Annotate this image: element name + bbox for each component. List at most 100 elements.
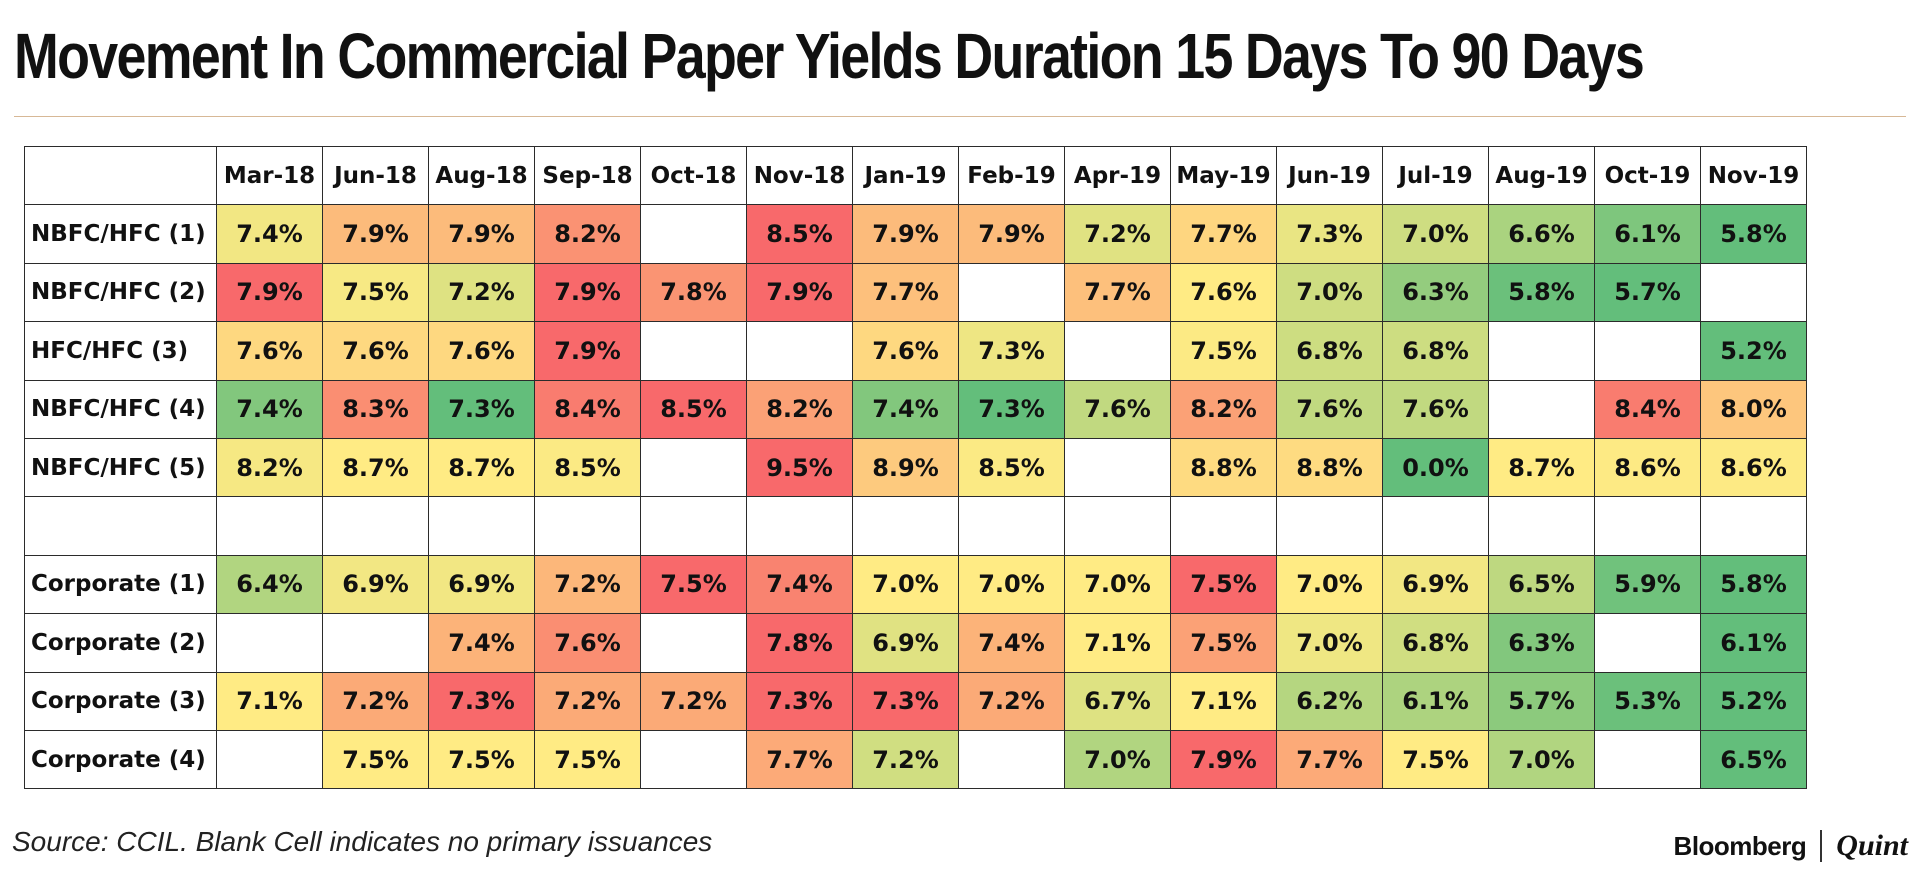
yield-cell: 7.6%: [216, 321, 323, 381]
yield-cell: 7.2%: [852, 729, 959, 790]
empty-cell: [640, 204, 747, 264]
empty-cell: [428, 496, 535, 556]
yield-cell: 7.5%: [322, 262, 429, 323]
empty-cell: [1700, 262, 1807, 323]
heatmap-body: NBFC/HFC (1) 7.4% 7.9% 7.9% 8.2% 8.5% 7.9% 7.9%…: [24, 204, 1807, 790]
yield-cell: 6.1%: [1382, 671, 1489, 731]
yield-cell: 5.7%: [1594, 262, 1701, 323]
brand-logo: Bloomberg Quint: [1674, 826, 1908, 866]
yield-cell: 8.7%: [322, 437, 429, 498]
yield-cell: 7.9%: [322, 204, 429, 264]
yield-cell: 7.7%: [852, 262, 959, 323]
yield-cell: 7.2%: [322, 671, 429, 731]
yield-cell: 7.6%: [852, 321, 959, 381]
yield-cell: 8.7%: [1488, 437, 1595, 498]
yield-cell: 7.7%: [1064, 262, 1171, 323]
empty-cell: [746, 321, 853, 381]
heatmap-row: Corporate (2) 7.4% 7.6% 7.8% 6.9% 7.4% 7.1% 7.5…: [24, 613, 1807, 673]
header-row: Mar-18 Jun-18 Aug-18 Sep-18 Oct-18 Nov-18 Jan-…: [24, 145, 1807, 206]
yield-cell: 7.4%: [852, 379, 959, 439]
yield-cell: 6.5%: [1700, 729, 1807, 790]
row-label: NBFC/HFC (1): [24, 204, 217, 264]
empty-cell: [958, 262, 1065, 323]
empty-cell: [640, 496, 747, 556]
empty-cell: [640, 321, 747, 381]
yield-cell: 7.2%: [1064, 204, 1171, 264]
column-header: Nov-18: [746, 145, 853, 206]
heatmap-row: Corporate (4) 7.5% 7.5% 7.5% 7.7% 7.2% 7.0% 7.9…: [24, 729, 1807, 790]
yield-cell: 7.3%: [958, 321, 1065, 381]
yield-cell: 7.9%: [534, 262, 641, 323]
yield-cell: 7.9%: [852, 204, 959, 264]
yield-cell: 6.7%: [1064, 671, 1171, 731]
row-label: HFC/HFC (3): [24, 321, 217, 381]
yield-cell: 7.3%: [428, 379, 535, 439]
empty-cell: [322, 496, 429, 556]
yield-cell: 8.6%: [1594, 437, 1701, 498]
yield-heatmap-table: Mar-18 Jun-18 Aug-18 Sep-18 Oct-18 Nov-18 Jan-…: [24, 145, 1807, 790]
title-divider: [14, 116, 1906, 117]
source-note: Source: CCIL. Blank Cell indicates no pr…: [12, 826, 713, 857]
yield-cell: 8.5%: [746, 204, 853, 264]
yield-cell: 6.3%: [1382, 262, 1489, 323]
column-header: Sep-18: [534, 145, 641, 206]
yield-cell: 7.6%: [534, 613, 641, 673]
column-header: Oct-19: [1594, 145, 1701, 206]
yield-cell: 8.4%: [534, 379, 641, 439]
yield-cell: 5.9%: [1594, 554, 1701, 615]
yield-cell: 7.1%: [1170, 671, 1277, 731]
heatmap-row: NBFC/HFC (1) 7.4% 7.9% 7.9% 8.2% 8.5% 7.9% 7.9%…: [24, 204, 1807, 264]
empty-cell: [1594, 729, 1701, 790]
yield-cell: 7.7%: [1170, 204, 1277, 264]
yield-cell: 7.7%: [1276, 729, 1383, 790]
empty-cell: [322, 613, 429, 673]
heatmap-row: Corporate (3) 7.1% 7.2% 7.3% 7.2% 7.2% 7.3% 7.3…: [24, 671, 1807, 731]
yield-cell: 7.0%: [1276, 613, 1383, 673]
yield-cell: 7.4%: [428, 613, 535, 673]
empty-cell: [640, 437, 747, 498]
yield-cell: 8.4%: [1594, 379, 1701, 439]
yield-cell: 7.0%: [1064, 554, 1171, 615]
yield-cell: 5.8%: [1700, 204, 1807, 264]
yield-cell: 7.9%: [216, 262, 323, 323]
empty-cell: [1488, 496, 1595, 556]
empty-cell: [1594, 613, 1701, 673]
column-header: Feb-19: [958, 145, 1065, 206]
yield-cell: 7.5%: [534, 729, 641, 790]
yield-cell: 7.5%: [1170, 613, 1277, 673]
yield-cell: 7.3%: [958, 379, 1065, 439]
yield-cell: 8.7%: [428, 437, 535, 498]
yield-cell: 0.0%: [1382, 437, 1489, 498]
yield-cell: 7.3%: [746, 671, 853, 731]
yield-cell: 8.3%: [322, 379, 429, 439]
yield-cell: 7.1%: [216, 671, 323, 731]
heatmap-row: NBFC/HFC (5) 8.2% 8.7% 8.7% 8.5% 9.5% 8.9% 8.5%…: [24, 437, 1807, 498]
row-label: NBFC/HFC (4): [24, 379, 217, 439]
yield-cell: 6.8%: [1382, 613, 1489, 673]
yield-cell: 8.9%: [852, 437, 959, 498]
yield-cell: 5.7%: [1488, 671, 1595, 731]
yield-cell: 7.4%: [216, 204, 323, 264]
column-header: Jan-19: [852, 145, 959, 206]
yield-cell: 7.0%: [1382, 204, 1489, 264]
yield-cell: 7.0%: [958, 554, 1065, 615]
row-label: NBFC/HFC (2): [24, 262, 217, 323]
yield-cell: 5.2%: [1700, 671, 1807, 731]
yield-cell: 8.2%: [746, 379, 853, 439]
yield-cell: 7.0%: [1276, 554, 1383, 615]
column-header: Mar-18: [216, 145, 323, 206]
yield-cell: 7.2%: [640, 671, 747, 731]
yield-cell: 7.9%: [1170, 729, 1277, 790]
row-label: Corporate (3): [24, 671, 217, 731]
yield-cell: 7.6%: [1170, 262, 1277, 323]
empty-cell: [1276, 496, 1383, 556]
column-header: Aug-18: [428, 145, 535, 206]
empty-cell: [1382, 496, 1489, 556]
yield-cell: 8.8%: [1276, 437, 1383, 498]
brand-separator: [1820, 830, 1823, 862]
yield-cell: 6.8%: [1382, 321, 1489, 381]
yield-cell: 7.2%: [534, 554, 641, 615]
yield-cell: 7.7%: [746, 729, 853, 790]
yield-cell: 6.9%: [428, 554, 535, 615]
yield-cell: 7.1%: [1064, 613, 1171, 673]
